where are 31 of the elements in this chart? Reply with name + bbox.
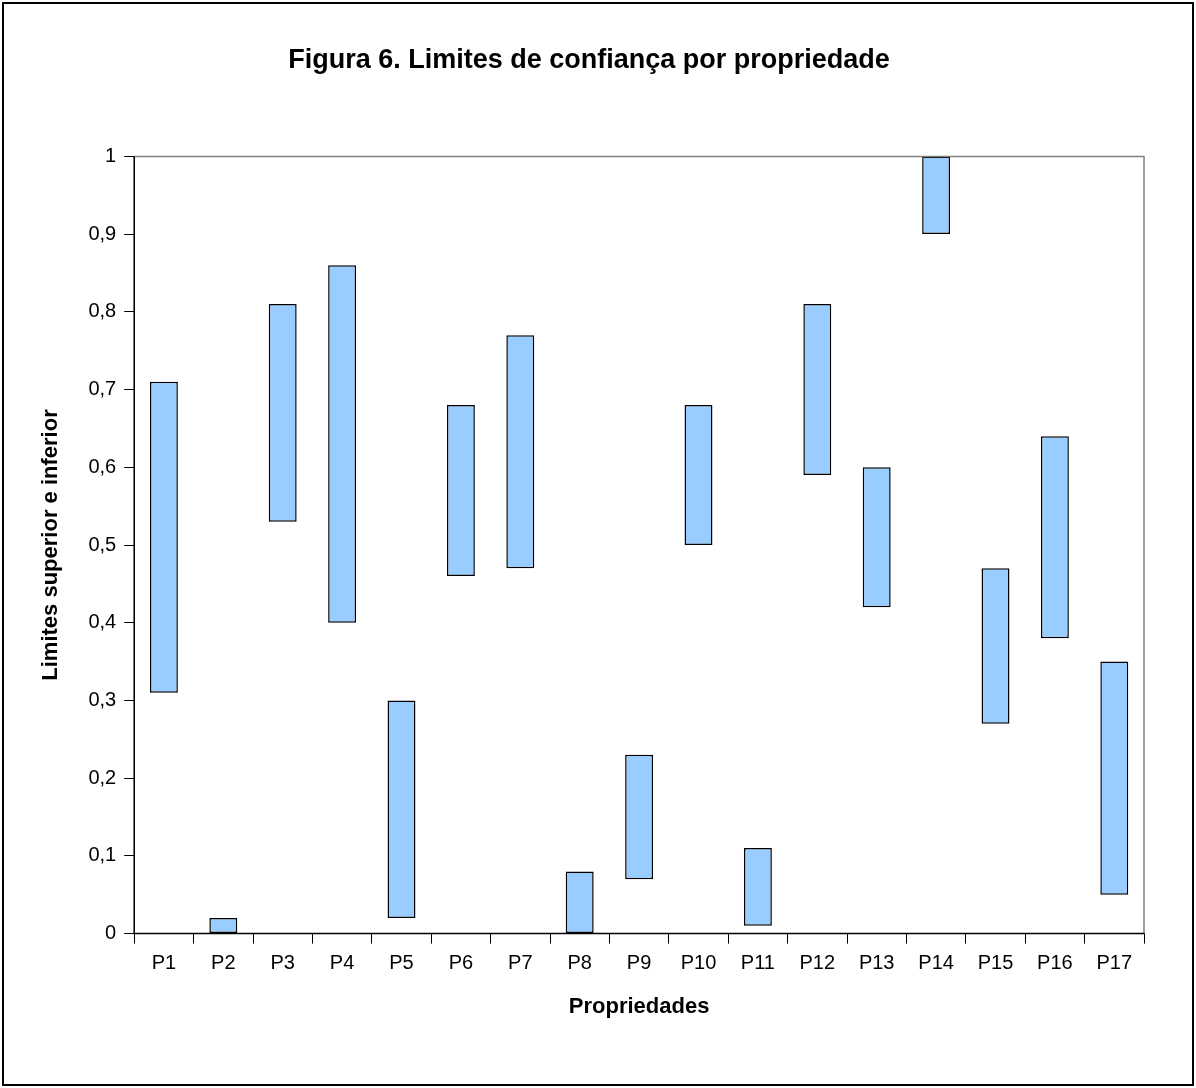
x-tick-label: P9: [626, 951, 652, 974]
y-tick-label: 0,8: [88, 299, 117, 322]
y-tick-label: 0,9: [88, 221, 117, 244]
y-tick-label: 0,6: [88, 454, 117, 477]
y-tick-label: 1: [105, 143, 117, 166]
x-tick-label: P13: [858, 951, 895, 974]
y-tick-label: 0: [105, 921, 117, 944]
x-tick-label: P6: [448, 951, 474, 974]
x-tick-label: P12: [799, 951, 836, 974]
x-tick-label: P4: [329, 951, 355, 974]
x-tick-label: P7: [508, 951, 533, 974]
x-tick-label: P10: [680, 951, 717, 974]
x-tick-label: P8: [567, 951, 592, 974]
y-tick-label: 0,4: [88, 610, 117, 633]
y-axis-title: Limites superior e inferior: [37, 408, 63, 681]
x-tick-label: P17: [1096, 951, 1133, 974]
x-tick-label: P14: [918, 951, 954, 974]
x-tick-label: P15: [977, 951, 1014, 974]
x-tick-label: P3: [270, 951, 295, 974]
chart-title: Figura 6. Limites de confiança por propriedade: [288, 43, 890, 74]
x-tick-label: P11: [740, 951, 775, 974]
y-tick-label: 0,1: [88, 843, 117, 866]
y-tick-label: 0,3: [88, 687, 117, 710]
x-axis-title: Propriedades: [568, 992, 710, 1018]
x-tick-label: P1: [151, 951, 177, 974]
x-tick-label: P16: [1037, 951, 1073, 974]
y-tick-label: 0,2: [88, 765, 117, 788]
x-tick-label: P2: [211, 951, 236, 974]
x-tick-label: P5: [389, 951, 414, 974]
y-tick-label: 0,7: [88, 377, 117, 400]
y-tick-label: 0,5: [88, 532, 117, 555]
